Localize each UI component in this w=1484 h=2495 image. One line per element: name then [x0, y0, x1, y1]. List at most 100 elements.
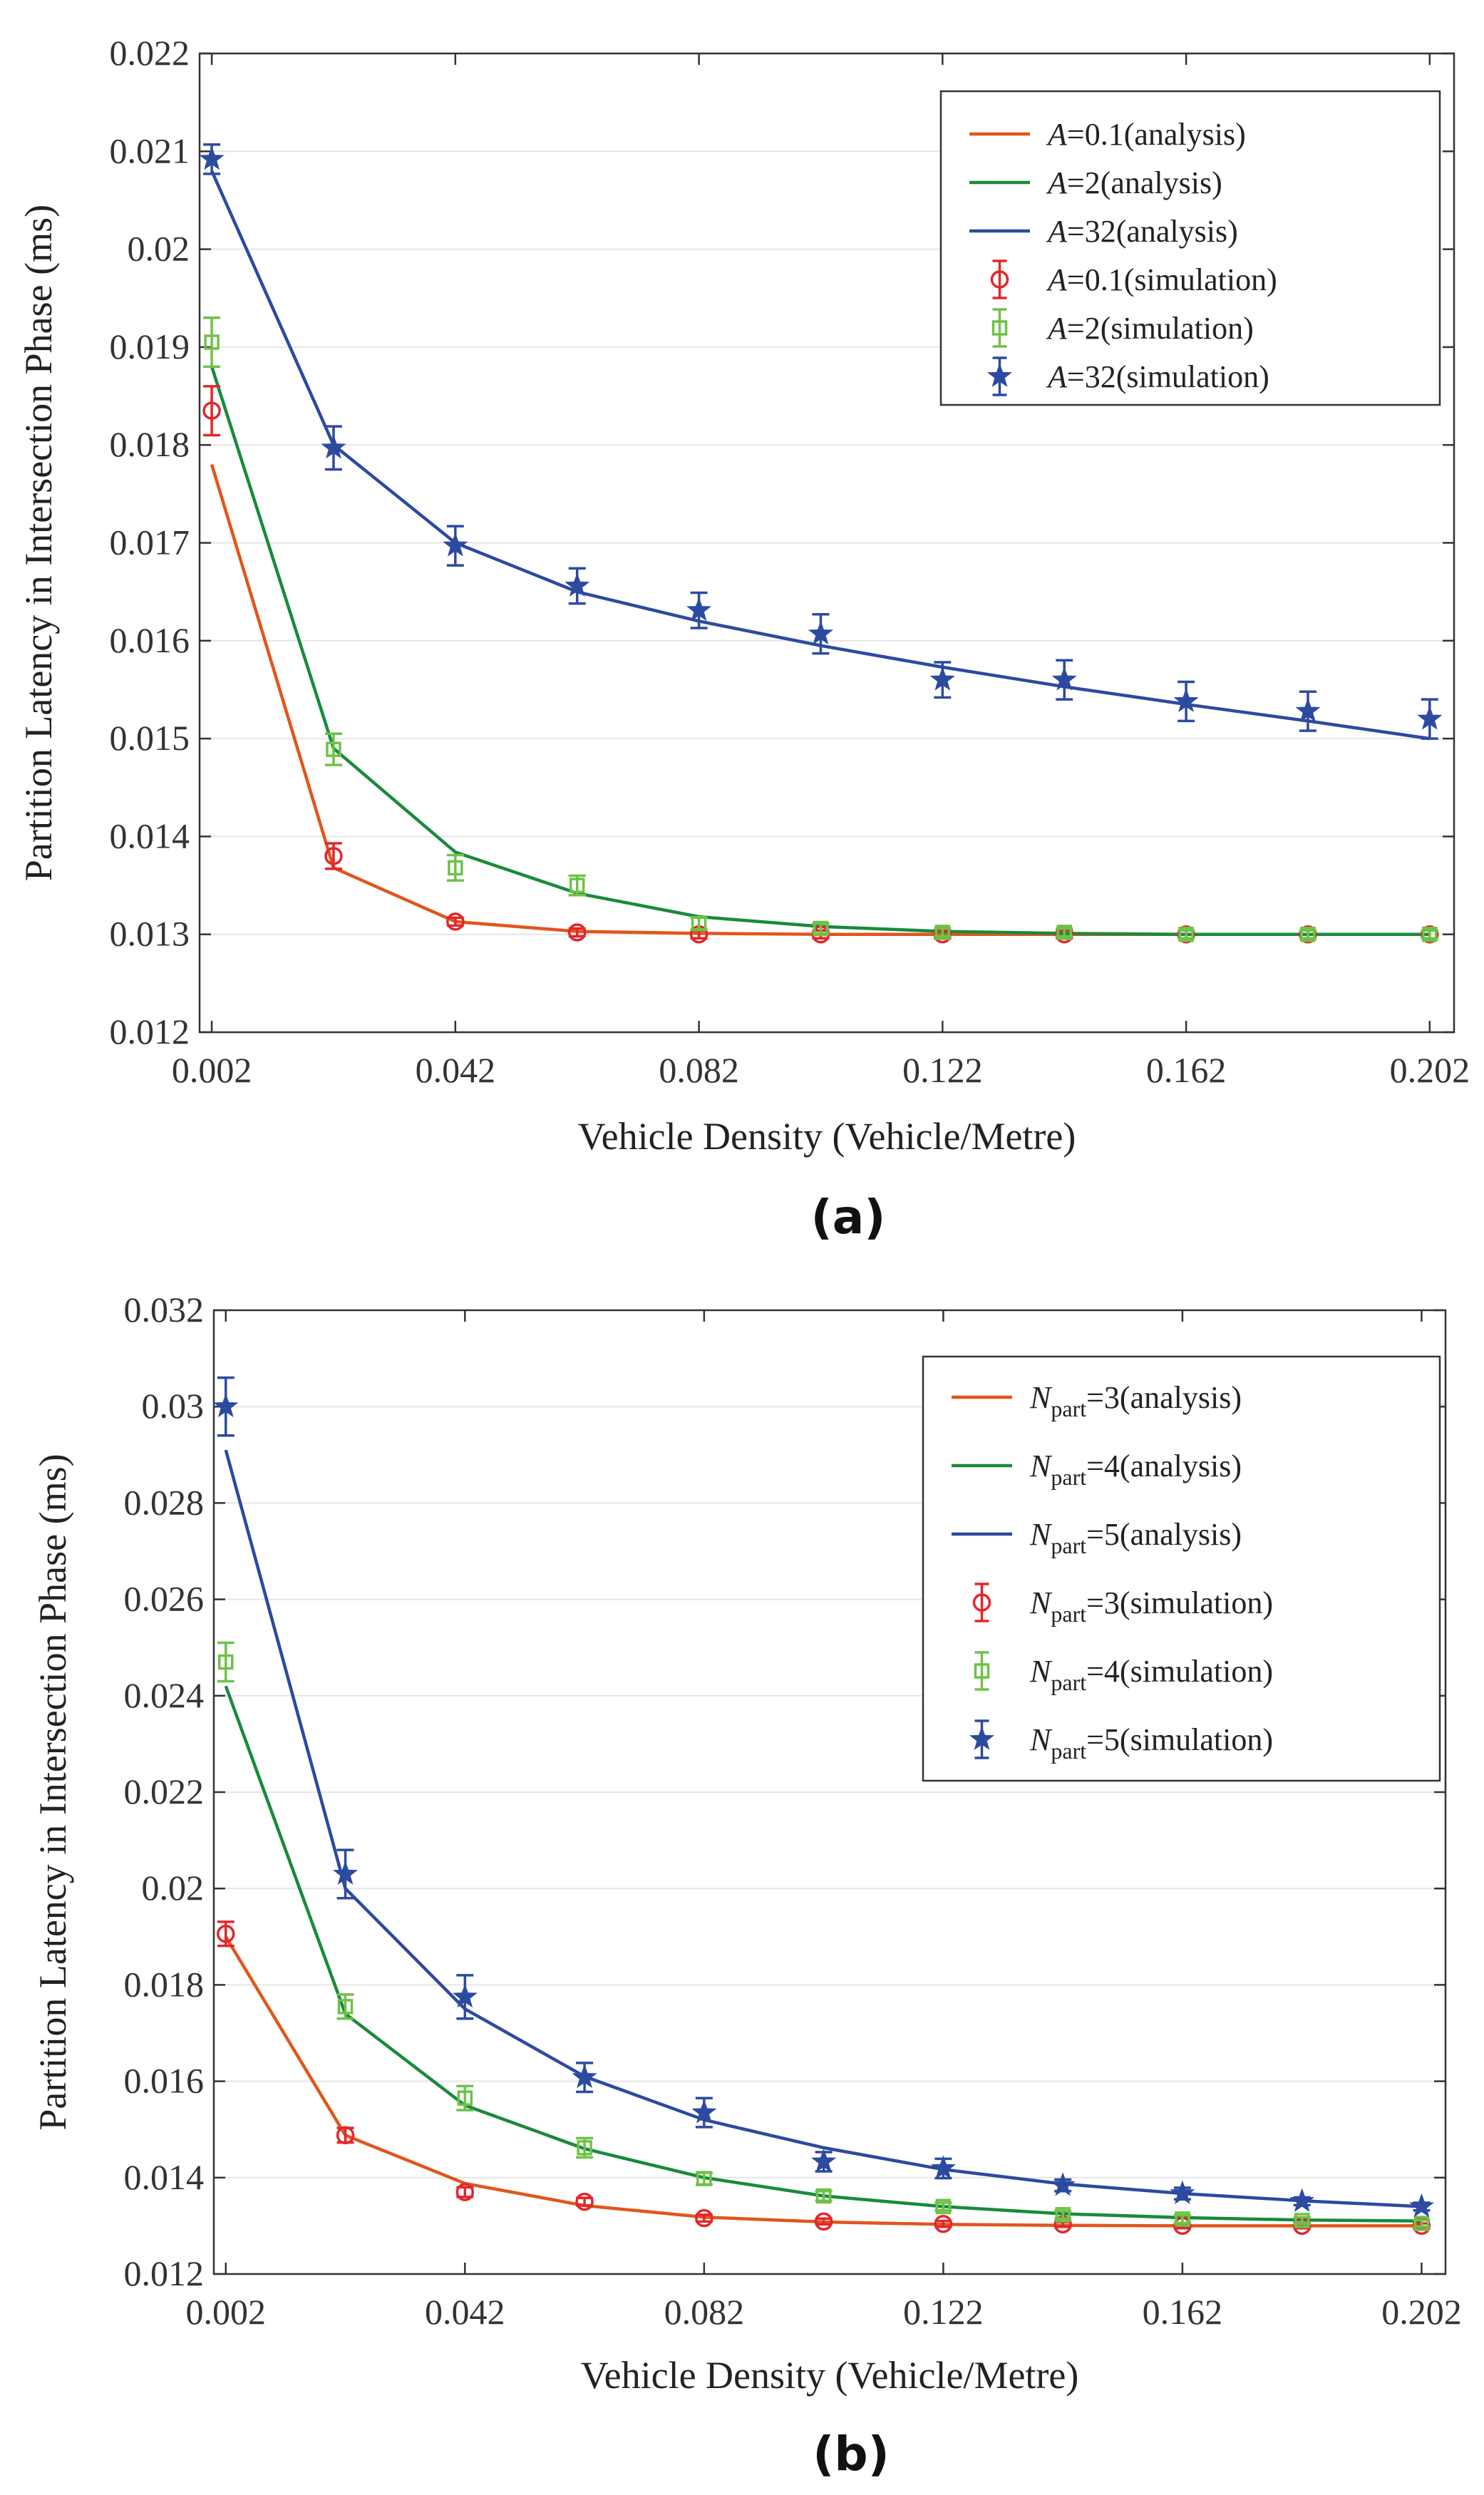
data-point-square [1178, 926, 1194, 942]
legend-label: A=0.1(simulation) [1046, 262, 1277, 297]
data-point-star [691, 2099, 717, 2124]
legend-text: =5(analysis) [1086, 1517, 1242, 1552]
legend-label: A=2(simulation) [1046, 311, 1254, 346]
legend-text: =4(simulation) [1086, 1654, 1273, 1689]
data-point-square [337, 1999, 354, 2015]
data-point-circle [1299, 925, 1317, 944]
y-tick-label: 0.013 [110, 914, 190, 954]
data-point-circle [567, 923, 587, 942]
legend-variable: N [1029, 1449, 1053, 1483]
series-line [224, 1449, 1422, 2208]
x-tick-label: 0.002 [186, 2292, 267, 2332]
data-point-square [448, 860, 463, 876]
legend-label: Npart=4(analysis) [1029, 1449, 1242, 1490]
legend-label: A=0.1(analysis) [1046, 117, 1246, 152]
y-axis-label: Partition Latency in Intersection Phase … [31, 1454, 74, 2130]
legend-text: =0.1(simulation) [1067, 262, 1277, 297]
data-point-square [577, 2140, 592, 2156]
data-point-square [934, 925, 951, 940]
x-tick-label: 0.202 [1381, 2292, 1462, 2332]
legend-text: =3(analysis) [1086, 1380, 1242, 1415]
data-point-star [1051, 667, 1077, 691]
data-point-square [569, 878, 585, 893]
x-tick-label: 0.082 [664, 2292, 745, 2332]
x-tick-label: 0.082 [659, 1050, 739, 1090]
data-point-square [1056, 925, 1072, 940]
data-point-square [813, 920, 829, 937]
y-tick-label: 0.018 [124, 1964, 205, 2004]
legend-variable: A [1046, 311, 1068, 346]
legend-variable: A [1046, 262, 1068, 297]
y-tick-label: 0.032 [124, 1290, 205, 1329]
legend-subscript: part [1051, 1533, 1086, 1558]
y-tick-label: 0.021 [110, 130, 190, 170]
legend-marker-star [969, 1726, 995, 1750]
legend: Npart=3(analysis)Npart=4(analysis)Npart=… [922, 1355, 1441, 1782]
legend-text: =5(simulation) [1086, 1722, 1273, 1757]
y-tick-label: 0.014 [110, 816, 190, 855]
data-point-star [686, 597, 712, 622]
y-tick-label: 0.028 [124, 1482, 205, 1522]
y-tick-label: 0.03 [142, 1386, 205, 1426]
legend-label: Npart=4(simulation) [1029, 1654, 1273, 1695]
data-point-star [199, 145, 225, 170]
data-point-square [326, 741, 341, 757]
data-point-square [1175, 2211, 1190, 2227]
data-point-circle [336, 2126, 355, 2145]
legend-marker-star [986, 363, 1013, 387]
legend-text: =2(simulation) [1067, 311, 1254, 346]
series-line-undefined [224, 1449, 1422, 2208]
legend-subscript: part [1051, 1738, 1086, 1764]
data-point-star [452, 1983, 478, 2008]
data-point-star [811, 2149, 837, 2173]
data-point-star [1173, 688, 1199, 712]
legend-variable: N [1029, 1517, 1053, 1552]
legend-label: A=2(analysis) [1046, 165, 1222, 200]
legend-marker-circle [990, 270, 1009, 289]
data-point-star [929, 667, 955, 691]
legend-text: =3(simulation) [1086, 1585, 1273, 1620]
legend-text: =32(simulation) [1067, 359, 1269, 394]
x-tick-label: 0.042 [416, 1050, 496, 1090]
data-point-circle [814, 2212, 833, 2231]
legend-variable: A [1046, 117, 1068, 152]
data-point-square [691, 915, 707, 932]
x-tick-label: 0.162 [1143, 2292, 1223, 2332]
data-point-square [935, 2198, 952, 2215]
data-point-square [696, 2171, 712, 2186]
data-point-star [1170, 2180, 1195, 2205]
data-point-star [565, 572, 590, 597]
x-tick-label: 0.002 [172, 1050, 252, 1090]
y-axis-label: Partition Latency in Intersection Phase … [17, 205, 60, 881]
legend-marker-square [991, 320, 1008, 336]
legend-variable: A [1046, 214, 1068, 249]
x-tick-label: 0.162 [1146, 1050, 1227, 1090]
x-tick-label: 0.122 [902, 1050, 983, 1090]
data-point-star [321, 434, 346, 459]
y-tick-label: 0.012 [110, 1012, 190, 1051]
data-point-star [1408, 2193, 1435, 2218]
data-point-circle [217, 1924, 235, 1943]
legend-box [939, 90, 1441, 406]
legend-label: A=32(analysis) [1046, 214, 1238, 249]
data-point-square [1300, 926, 1316, 942]
y-tick-label: 0.022 [124, 1771, 205, 1811]
x-axis-label: Vehicle Density (Vehicle/Metre) [578, 1115, 1076, 1158]
data-point-square [204, 334, 220, 350]
data-point-star [808, 620, 834, 645]
y-tick-label: 0.026 [124, 1579, 205, 1619]
chart-panel-a: 0.012 0.013 0.014 0.015 0.016 0.017 0.018 0.019… [17, 33, 1470, 1245]
y-tick-label: 0.014 [124, 2157, 205, 2197]
data-point-square [1055, 2207, 1071, 2223]
legend-variable: N [1029, 1585, 1053, 1620]
data-point-square [457, 2090, 473, 2106]
legend-label: Npart=3(analysis) [1029, 1380, 1242, 1421]
legend-text: =2(analysis) [1067, 165, 1222, 200]
y-tick-label: 0.018 [110, 424, 190, 464]
data-point-circle [202, 401, 221, 420]
legend-label: Npart=3(simulation) [1029, 1585, 1273, 1627]
data-point-star [1295, 698, 1321, 722]
data-point-star [572, 2064, 597, 2089]
data-point-star [443, 533, 468, 557]
